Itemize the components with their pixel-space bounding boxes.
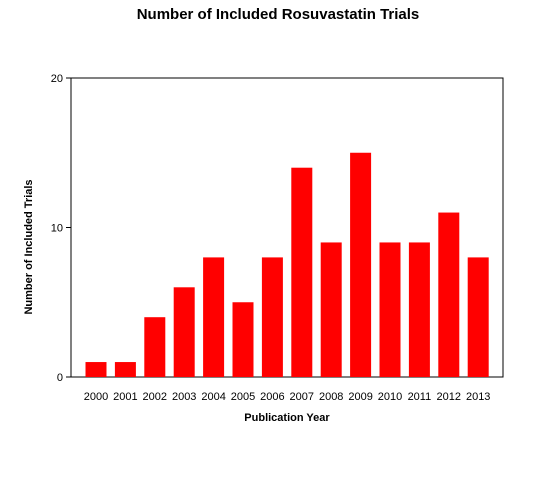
- bar-2003: [173, 287, 195, 377]
- x-tick-label-2003: 2003: [172, 391, 196, 403]
- y-tick-label-0: 0: [57, 372, 63, 384]
- bar-2012: [438, 212, 460, 377]
- x-tick-label-2006: 2006: [260, 391, 284, 403]
- x-axis-label: Publication Year: [244, 412, 330, 424]
- y-tick-label-20: 20: [51, 73, 63, 85]
- x-tick-label-2011: 2011: [408, 391, 432, 403]
- x-tick-label-2007: 2007: [290, 391, 314, 403]
- x-tick-label-2005: 2005: [231, 391, 255, 403]
- bar-2000: [85, 362, 107, 377]
- bar-2007: [291, 167, 313, 377]
- plot-frame: [70, 77, 504, 378]
- y-axis-label: Number of Included Trials: [23, 179, 35, 314]
- x-tick-label-2001: 2001: [113, 391, 137, 403]
- bar-2010: [379, 242, 401, 377]
- bar-2009: [350, 152, 372, 377]
- bar-2013: [467, 257, 489, 377]
- x-tick-label-2004: 2004: [201, 391, 225, 403]
- x-tick-label-2012: 2012: [437, 391, 461, 403]
- x-tick-label-2009: 2009: [348, 391, 372, 403]
- x-tick-label-2013: 2013: [466, 391, 490, 403]
- x-axis-ticks: 2000 2001 2002 2003 2004 2005 2006 2007 2008 2009…: [84, 391, 491, 403]
- x-tick-label-2010: 2010: [378, 391, 402, 403]
- x-tick-label-2002: 2002: [143, 391, 167, 403]
- bar-2006: [261, 257, 283, 377]
- chart-title: Number of Included Rosuvastatin Trials: [137, 6, 420, 23]
- y-axis-ticks: 0 10 20: [51, 73, 71, 384]
- bar-2011: [408, 242, 430, 377]
- bar-2002: [144, 317, 166, 377]
- bar-2004: [203, 257, 225, 377]
- bars-group: [85, 152, 489, 377]
- bar-2008: [320, 242, 342, 377]
- bar-2001: [114, 362, 136, 377]
- bar-2005: [232, 302, 254, 377]
- x-tick-label-2008: 2008: [319, 391, 343, 403]
- y-tick-label-10: 10: [51, 223, 63, 235]
- x-tick-label-2000: 2000: [84, 391, 108, 403]
